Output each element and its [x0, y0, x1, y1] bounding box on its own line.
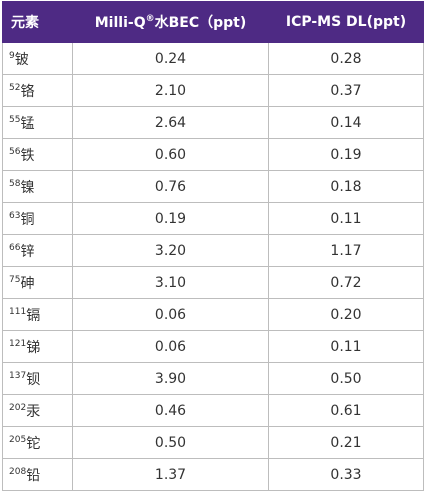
- header-text: 水BEC（ppt): [154, 15, 247, 31]
- header-sup: ®: [145, 14, 155, 24]
- table-row: 75砷 3.10 0.72: [2, 266, 424, 299]
- table-row: 205铊 0.50 0.21: [2, 426, 424, 459]
- bec-value: 0.46: [72, 394, 269, 427]
- element-name: 铍: [14, 51, 29, 68]
- element-cell: 121锑: [2, 330, 73, 363]
- element-cell: 208铅: [2, 458, 73, 491]
- mass-number: 205: [9, 434, 27, 445]
- mass-number: 121: [9, 338, 27, 349]
- dl-value: 0.33: [268, 458, 424, 491]
- mass-number: 66: [9, 242, 21, 253]
- dl-value: 0.72: [268, 266, 424, 299]
- dl-value: 0.11: [268, 202, 424, 235]
- mass-number: 208: [9, 466, 27, 477]
- element-cell: 58镍: [2, 170, 73, 203]
- element-cell: 111镉: [2, 298, 73, 331]
- mass-number: 9: [9, 50, 15, 61]
- bec-value: 0.19: [72, 202, 269, 235]
- dl-value: 0.20: [268, 298, 424, 331]
- bec-value: 3.10: [72, 266, 269, 299]
- element-name: 铁: [20, 147, 35, 164]
- mass-number: 58: [9, 178, 21, 189]
- dl-value: 0.50: [268, 362, 424, 395]
- dl-value: 0.61: [268, 394, 424, 427]
- element-cell: 205铊: [2, 426, 73, 459]
- table-row: 121锑 0.06 0.11: [2, 330, 424, 363]
- element-name: 锑: [26, 339, 41, 356]
- dl-value: 0.37: [268, 74, 424, 107]
- mass-number: 111: [9, 306, 27, 317]
- table-row: 111镉 0.06 0.20: [2, 298, 424, 331]
- element-cell: 75砷: [2, 266, 73, 299]
- bec-value: 0.06: [72, 298, 269, 331]
- table-row: 208铅 1.37 0.33: [2, 458, 424, 491]
- element-name: 铅: [26, 467, 41, 484]
- table-row: 58镍 0.76 0.18: [2, 170, 424, 203]
- table-row: 9铍 0.24 0.28: [2, 42, 424, 75]
- element-cell: 52铬: [2, 74, 73, 107]
- table-row: 202汞 0.46 0.61: [2, 394, 424, 427]
- element-name: 铜: [20, 211, 35, 228]
- element-name: 砷: [20, 275, 35, 292]
- dl-value: 0.14: [268, 106, 424, 139]
- dl-value: 0.21: [268, 426, 424, 459]
- element-cell: 56铁: [2, 138, 73, 171]
- header-text: 元素: [11, 15, 39, 31]
- header-cell: ICP-MS DL(ppt): [268, 1, 424, 43]
- table-row: 55锰 2.64 0.14: [2, 106, 424, 139]
- table-head: 元素 Milli-Q®水BEC（ppt) ICP-MS DL(ppt): [2, 1, 424, 43]
- element-name: 铊: [26, 435, 41, 452]
- table-row: 66锌 3.20 1.17: [2, 234, 424, 267]
- mass-number: 55: [9, 114, 21, 125]
- dl-value: 0.28: [268, 42, 424, 75]
- element-name: 钡: [26, 371, 41, 388]
- table-row: 52铬 2.10 0.37: [2, 74, 424, 107]
- table-row: 137钡 3.90 0.50: [2, 362, 424, 395]
- element-cell: 9铍: [2, 42, 73, 75]
- bec-value: 0.24: [72, 42, 269, 75]
- mass-number: 52: [9, 82, 21, 93]
- header-text: Milli-Q: [94, 15, 146, 31]
- bec-value: 3.90: [72, 362, 269, 395]
- header-row: 元素 Milli-Q®水BEC（ppt) ICP-MS DL(ppt): [2, 1, 424, 43]
- mass-number: 137: [9, 370, 27, 381]
- bec-value: 0.06: [72, 330, 269, 363]
- mass-number: 63: [9, 210, 21, 221]
- element-name: 锌: [20, 243, 35, 260]
- bec-value: 0.50: [72, 426, 269, 459]
- element-name: 镉: [26, 307, 41, 324]
- header-text: ICP-MS DL(ppt): [285, 14, 407, 30]
- mass-number: 75: [9, 274, 21, 285]
- element-cell: 202汞: [2, 394, 73, 427]
- bec-value: 0.60: [72, 138, 269, 171]
- element-name: 铬: [20, 83, 35, 100]
- table-row: 56铁 0.60 0.19: [2, 138, 424, 171]
- table-body: 9铍 0.24 0.28 52铬 2.10 0.37 55锰 2.64 0.14 56铁 0.60 0…: [2, 42, 424, 491]
- element-name: 锰: [20, 115, 35, 132]
- table-row: 63铜 0.19 0.11: [2, 202, 424, 235]
- dl-value: 0.11: [268, 330, 424, 363]
- bec-value: 2.10: [72, 74, 269, 107]
- mass-number: 56: [9, 146, 21, 157]
- element-cell: 137钡: [2, 362, 73, 395]
- header-cell: 元素: [2, 1, 73, 43]
- dl-value: 1.17: [268, 234, 424, 267]
- bec-value: 0.76: [72, 170, 269, 203]
- header-cell: Milli-Q®水BEC（ppt): [72, 1, 269, 43]
- bec-value: 3.20: [72, 234, 269, 267]
- mass-number: 202: [9, 402, 27, 413]
- element-cell: 63铜: [2, 202, 73, 235]
- element-name: 汞: [26, 403, 41, 420]
- element-cell: 55锰: [2, 106, 73, 139]
- element-cell: 66锌: [2, 234, 73, 267]
- element-name: 镍: [20, 179, 35, 196]
- dl-value: 0.19: [268, 138, 424, 171]
- bec-value: 1.37: [72, 458, 269, 491]
- bec-value: 2.64: [72, 106, 269, 139]
- dl-value: 0.18: [268, 170, 424, 203]
